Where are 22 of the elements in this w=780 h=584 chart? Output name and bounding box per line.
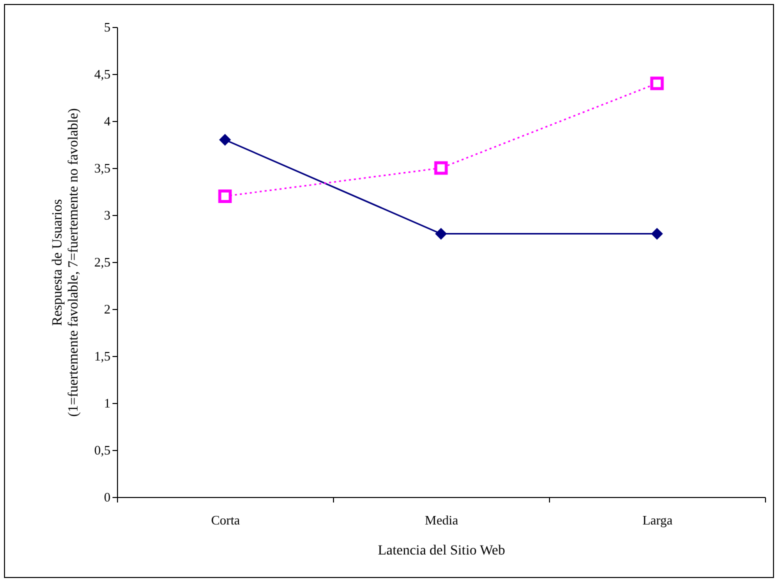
x-tick-label: Media	[424, 512, 458, 528]
x-tick-label: Larga	[642, 512, 673, 528]
y-tick-label: 4	[104, 114, 111, 128]
y-tick-label: 4,5	[94, 66, 110, 82]
x-axis-title: Latencia del Sitio Web	[378, 544, 506, 558]
point	[651, 228, 663, 240]
point	[434, 161, 448, 175]
y-tick-label: 2,5	[94, 254, 110, 270]
y-tick-label: 3,5	[94, 160, 110, 176]
y-tick-label: 0	[104, 490, 110, 504]
y-tick-label: 3	[104, 208, 110, 222]
y-tick-label: 0,5	[94, 442, 110, 458]
y-tick-label: 1,5	[94, 348, 110, 364]
point	[219, 134, 231, 146]
point	[435, 228, 447, 240]
point	[650, 76, 664, 90]
point	[218, 189, 232, 203]
y-axis-title: Respuesta de Usuarios (1=fuertemente favolable, 7=fuertemente no favolable)	[50, 108, 82, 417]
x-tick-label: Corta	[211, 512, 240, 528]
y-tick-label: 2	[104, 302, 110, 316]
y-tick-label: 1	[104, 396, 110, 410]
y-tick-label: 5	[104, 20, 110, 34]
